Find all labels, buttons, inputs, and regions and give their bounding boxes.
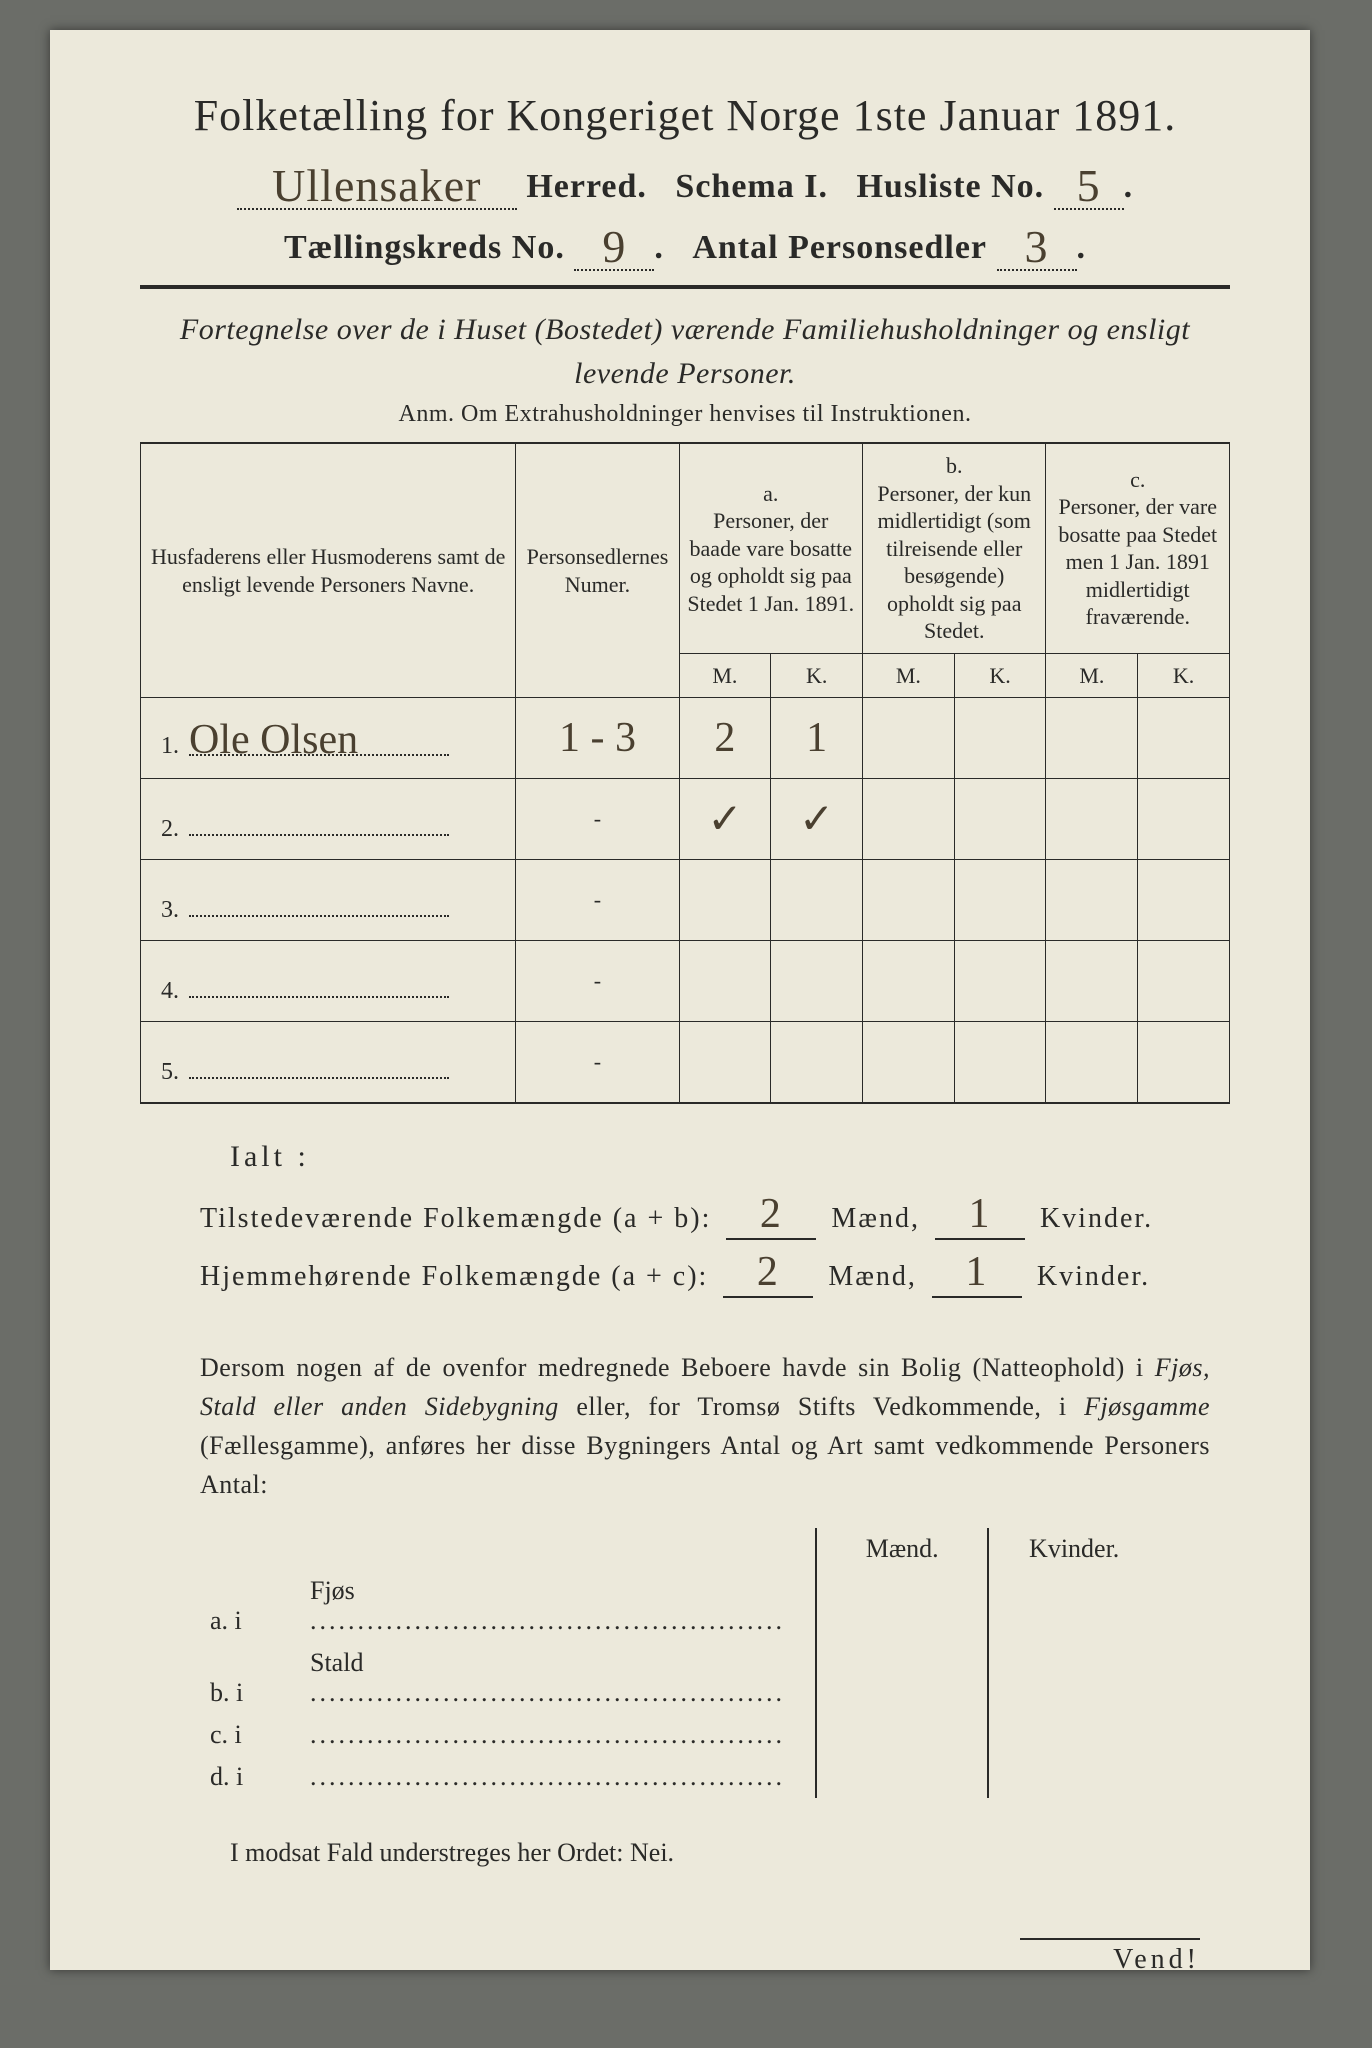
tilstede-label: Tilstedeværende Folkemængde (a + b): xyxy=(200,1203,711,1234)
herred-name-hand: Ullensaker xyxy=(272,160,481,211)
buildings-table: Mænd. Kvinder. a. iFjøs ................… xyxy=(200,1528,1159,1798)
bld-head-m: Mænd. xyxy=(816,1528,988,1570)
col-c-m: M. xyxy=(1046,653,1138,698)
paragraph-note: Dersom nogen af de ovenfor medregnede Be… xyxy=(200,1348,1210,1504)
header-line-1: Ullensaker Herred. Schema I. Husliste No… xyxy=(140,155,1230,210)
husliste-label: Husliste No. xyxy=(856,168,1044,205)
table-row: 2.-✓✓ xyxy=(141,779,1230,860)
totals-line-2: Hjemmehørende Folkemængde (a + c): 2 Mæn… xyxy=(200,1248,1230,1298)
group-a-tag: a. xyxy=(763,481,778,506)
bld-head-k: Kvinder. xyxy=(988,1528,1159,1570)
group-c-header: Personer, der vare bosatte paa Stedet me… xyxy=(1058,494,1217,629)
husliste-no: 5 xyxy=(1077,160,1101,211)
subtitle-line-1: Fortegnelse over de i Huset (Bostedet) v… xyxy=(140,313,1230,347)
col-name-header: Husfaderens eller Husmoderens samt de en… xyxy=(151,544,505,597)
closing-line: I modsat Fald understreges her Ordet: Ne… xyxy=(230,1838,1230,1868)
maend-label-1: Mænd, xyxy=(831,1203,920,1234)
page-title: Folketælling for Kongeriget Norge 1ste J… xyxy=(140,90,1230,141)
group-a-header: Personer, der baade vare bosatte og opho… xyxy=(687,508,854,616)
col-numer-header: Personsedlernes Numer. xyxy=(527,544,669,597)
group-b-tag: b. xyxy=(946,453,963,478)
group-b-header: Personer, der kun midlertidigt (som tilr… xyxy=(877,481,1031,644)
tilstede-m: 2 xyxy=(760,1191,783,1237)
kreds-label: Tællingskreds No. xyxy=(284,229,565,266)
totals-line-1: Tilstedeværende Folkemængde (a + b): 2 M… xyxy=(200,1190,1230,1240)
buildings-row: a. iFjøs ...............................… xyxy=(200,1570,1159,1642)
table-row: 5.- xyxy=(141,1022,1230,1104)
personsedler-label: Antal Personsedler xyxy=(692,229,987,266)
herred-label: Herred. xyxy=(526,168,647,205)
vend-label: Vend! xyxy=(1020,1938,1200,1976)
maend-label-2: Mænd, xyxy=(828,1261,917,1292)
hjemme-label: Hjemmehørende Folkemængde (a + c): xyxy=(200,1261,708,1292)
table-row: 4.- xyxy=(141,941,1230,1022)
col-b-k: K. xyxy=(954,653,1046,698)
col-a-m: M. xyxy=(679,653,771,698)
buildings-row: b. iStald ..............................… xyxy=(200,1642,1159,1714)
buildings-row: d. i....................................… xyxy=(200,1756,1159,1798)
table-row: 3.- xyxy=(141,860,1230,941)
divider xyxy=(140,285,1230,289)
buildings-row: c. i....................................… xyxy=(200,1714,1159,1756)
col-a-k: K. xyxy=(771,653,863,698)
anm-note: Anm. Om Extrahusholdninger henvises til … xyxy=(140,401,1230,428)
kvinder-label-1: Kvinder. xyxy=(1040,1203,1153,1234)
subtitle-line-2: levende Personer. xyxy=(140,357,1230,391)
census-table: Husfaderens eller Husmoderens samt de en… xyxy=(140,442,1230,1104)
ialt-label: Ialt : xyxy=(230,1140,1230,1174)
schema-label: Schema I. xyxy=(675,168,828,205)
table-row: 1.Ole Olsen1 - 321 xyxy=(141,698,1230,779)
group-c-tag: c. xyxy=(1130,467,1145,492)
col-c-k: K. xyxy=(1138,653,1230,698)
hjemme-m: 2 xyxy=(757,1249,780,1295)
hjemme-k: 1 xyxy=(965,1249,988,1295)
personsedler-no: 3 xyxy=(1025,221,1049,272)
tilstede-k: 1 xyxy=(968,1191,991,1237)
census-form: Folketælling for Kongeriget Norge 1ste J… xyxy=(50,30,1310,1970)
header-line-2: Tællingskreds No. 9. Antal Personsedler … xyxy=(140,216,1230,271)
col-b-m: M. xyxy=(863,653,955,698)
kreds-no: 9 xyxy=(602,221,626,272)
kvinder-label-2: Kvinder. xyxy=(1037,1261,1150,1292)
